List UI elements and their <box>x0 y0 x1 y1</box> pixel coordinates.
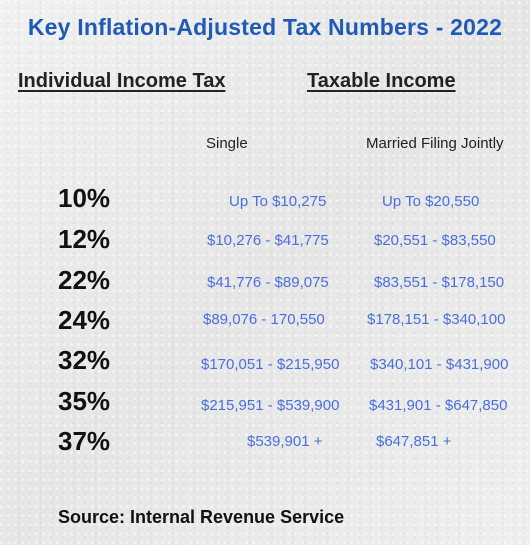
mfj-bracket: $340,101 - $431,900 <box>370 356 509 373</box>
mfj-bracket: $83,551 - $178,150 <box>374 274 505 291</box>
single-bracket: $539,901 + <box>247 433 323 450</box>
heading-individual-income-tax: Individual Income Tax <box>18 70 226 92</box>
mfj-bracket: $431,901 - $647,850 <box>369 397 508 414</box>
mfj-bracket: $647,851 + <box>376 433 452 450</box>
page-title: Key Inflation-Adjusted Tax Numbers - 202… <box>27 14 503 40</box>
tax-rate: 35% <box>58 386 111 416</box>
single-bracket: $89,076 - 170,550 <box>203 311 325 328</box>
tax-rate: 22% <box>58 265 111 295</box>
single-bracket: $215,951 - $539,900 <box>201 397 340 414</box>
tax-rate: 37% <box>58 426 111 456</box>
single-bracket: $170,051 - $215,950 <box>201 356 340 373</box>
mfj-bracket: Up To $20,550 <box>382 193 480 210</box>
single-bracket: $41,776 - $89,075 <box>207 274 329 291</box>
column-header-married-filing-jointly: Married Filing Jointly <box>366 135 504 152</box>
tax-rate: 24% <box>58 305 111 335</box>
tax-rate: 12% <box>58 224 111 254</box>
mfj-bracket: $20,551 - $83,550 <box>374 232 496 249</box>
single-bracket: $10,276 - $41,775 <box>207 232 329 249</box>
mfj-bracket: $178,151 - $340,100 <box>367 311 506 328</box>
source-note: Source: Internal Revenue Service <box>58 507 345 527</box>
single-bracket: Up To $10,275 <box>229 193 327 210</box>
heading-taxable-income: Taxable Income <box>307 70 456 92</box>
tax-rate: 32% <box>58 345 111 375</box>
tax-rate: 10% <box>58 183 111 213</box>
column-header-single: Single <box>206 135 248 152</box>
